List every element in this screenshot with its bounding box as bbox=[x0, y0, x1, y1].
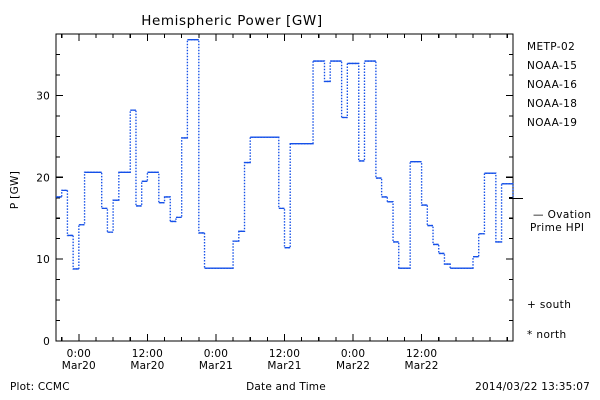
y-tick-label: 10 bbox=[36, 254, 50, 266]
legend-item-noaa-19[interactable]: NOAA-19 bbox=[527, 117, 577, 129]
y-tick-label: 0 bbox=[43, 336, 50, 348]
legend-marker-south: + south bbox=[527, 299, 571, 311]
x-tick-label-time: 12:00 bbox=[269, 348, 300, 360]
y-tick-label: 20 bbox=[36, 172, 50, 184]
x-tick-label-date: Mar21 bbox=[267, 360, 301, 372]
y-axis-title: P [GW] bbox=[9, 171, 21, 209]
legend-item-noaa-16[interactable]: NOAA-16 bbox=[527, 79, 577, 91]
x-tick-label-time: 12:00 bbox=[406, 348, 437, 360]
marker-legend: + south * north bbox=[527, 299, 571, 341]
x-tick-label-date: Mar20 bbox=[130, 360, 164, 372]
plot-frame bbox=[55, 33, 514, 342]
footer-right: 2014/03/22 13:35:07 bbox=[475, 381, 590, 393]
x-tick-label-time: 0:00 bbox=[67, 348, 91, 360]
x-tick-label-date: Mar20 bbox=[62, 360, 96, 372]
plot-border bbox=[55, 33, 514, 342]
footer-center: Date and Time bbox=[246, 381, 326, 393]
legend-item-metp-02[interactable]: METP-02 bbox=[527, 41, 575, 53]
ovation-legend-line2: Prime HPI bbox=[530, 222, 584, 234]
legend-item-noaa-15[interactable]: NOAA-15 bbox=[527, 60, 577, 72]
x-axis-ticks bbox=[61, 34, 508, 341]
page-title: Hemispheric Power [GW] bbox=[141, 13, 323, 29]
legend-item-noaa-18[interactable]: NOAA-18 bbox=[527, 98, 577, 110]
ovation-legend-line1: — Ovation bbox=[533, 209, 591, 221]
y-axis-tick-labels: 0 10 20 30 bbox=[36, 90, 50, 348]
x-tick-label-date: Mar22 bbox=[405, 360, 439, 372]
y-tick-label: 30 bbox=[36, 90, 50, 102]
ovation-legend: — Ovation Prime HPI bbox=[530, 209, 591, 234]
series-step-caps bbox=[56, 39, 513, 270]
y-axis-ticks bbox=[56, 33, 513, 342]
satellite-legend: METP-02 NOAA-15 NOAA-16 NOAA-18 NOAA-19 bbox=[527, 41, 577, 129]
footer-left: Plot: CCMC bbox=[10, 381, 70, 393]
x-tick-label-date: Mar22 bbox=[336, 360, 370, 372]
x-tick-label-time: 0:00 bbox=[204, 348, 228, 360]
series-line-ovation bbox=[56, 39, 514, 270]
x-tick-label-time: 12:00 bbox=[132, 348, 163, 360]
legend-marker-north: * north bbox=[527, 329, 567, 341]
data-series-group bbox=[56, 39, 514, 270]
x-tick-label-date: Mar21 bbox=[199, 360, 233, 372]
x-axis-tick-labels: 0:00Mar2012:00Mar200:00Mar2112:00Mar210:… bbox=[62, 348, 439, 372]
x-tick-label-time: 0:00 bbox=[341, 348, 365, 360]
